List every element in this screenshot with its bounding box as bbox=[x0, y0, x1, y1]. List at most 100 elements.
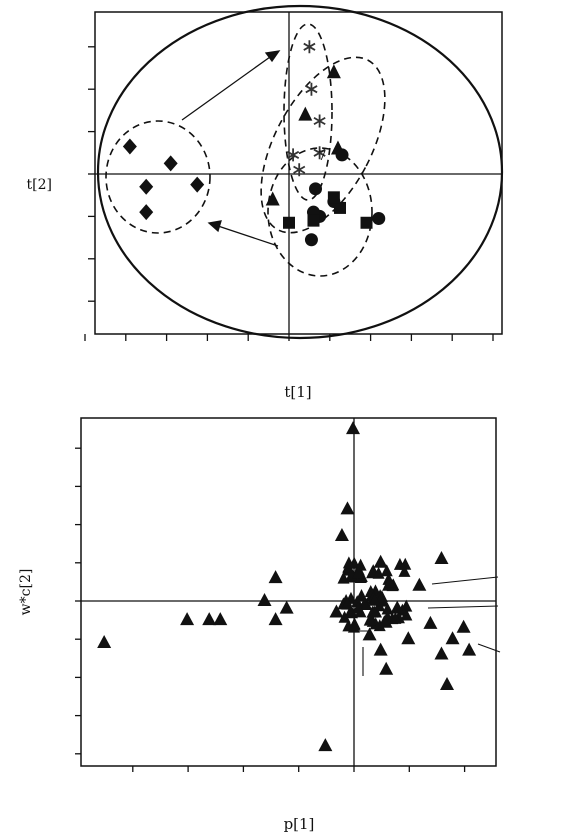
score-point-circle bbox=[335, 148, 349, 162]
loading-point-marker bbox=[373, 642, 388, 656]
loading-point-marker bbox=[318, 738, 333, 752]
loading-point-marker bbox=[97, 635, 112, 649]
loading-cluster-triangle bbox=[341, 597, 354, 610]
loading-point-marker bbox=[329, 604, 344, 618]
score-point-square bbox=[360, 216, 373, 229]
score-annotation: 7 bbox=[318, 149, 326, 164]
loading-x-axis-label: p[1] bbox=[284, 815, 315, 833]
group-circle-diamonds bbox=[105, 120, 211, 234]
score-y-ticks bbox=[88, 46, 95, 302]
loading-point-marker bbox=[462, 642, 477, 656]
score-point-asterisk bbox=[313, 146, 326, 160]
loading-cluster-triangle bbox=[378, 615, 391, 628]
arrow-up bbox=[181, 56, 271, 121]
leader-taurine bbox=[427, 605, 499, 609]
loading-cluster-triangle bbox=[398, 564, 411, 577]
arrow-left bbox=[217, 225, 279, 247]
score-point-circle bbox=[309, 182, 323, 196]
loading-point-marker bbox=[456, 619, 471, 633]
loading-cluster-triangle bbox=[338, 610, 351, 623]
loading-cluster-triangle bbox=[383, 575, 396, 588]
score-plot: 7 t[1] t[2] bbox=[27, 4, 504, 401]
loading-cluster-triangle bbox=[375, 590, 388, 603]
group-arrows bbox=[181, 50, 281, 247]
score-point-triangle bbox=[265, 191, 280, 206]
hotelling-ellipse bbox=[96, 4, 504, 340]
loading-cluster-triangle bbox=[368, 605, 381, 618]
loading-cluster-triangle bbox=[352, 566, 365, 579]
loading-cluster-triangle bbox=[372, 566, 385, 579]
score-point-square bbox=[307, 214, 320, 227]
score-point-triangle bbox=[326, 64, 341, 79]
loading-cluster-triangle bbox=[352, 601, 365, 614]
loading-point-marker bbox=[445, 631, 460, 645]
loading-cluster-triangle bbox=[345, 606, 358, 619]
loading-cluster-triangle bbox=[369, 617, 382, 630]
loading-y-axis-label: w*c[2] bbox=[18, 569, 34, 616]
loading-point-marker bbox=[213, 612, 228, 626]
loading-point-marker bbox=[340, 501, 355, 515]
score-point-triangle bbox=[298, 106, 313, 121]
loading-cluster-triangle bbox=[389, 611, 402, 624]
score-point-asterisk bbox=[305, 82, 318, 96]
loading-point-marker bbox=[346, 421, 360, 435]
label-leader-lines bbox=[351, 576, 501, 676]
loading-cluster-triangle bbox=[342, 556, 355, 569]
group-circle-triangles bbox=[260, 56, 386, 234]
score-point-asterisk bbox=[293, 163, 306, 177]
group-circle-squares-circles bbox=[267, 147, 373, 277]
loading-point-marker bbox=[334, 528, 349, 542]
score-point-diamond bbox=[122, 138, 137, 155]
loading-points bbox=[97, 421, 477, 752]
score-point-diamond bbox=[190, 176, 205, 193]
loading-point-marker bbox=[412, 577, 427, 591]
score-point-circle bbox=[304, 233, 318, 247]
loading-cluster-triangle bbox=[347, 620, 360, 633]
score-point-asterisk bbox=[303, 40, 316, 54]
arrow-left-head bbox=[207, 220, 222, 233]
loading-cluster-triangle bbox=[368, 593, 381, 606]
loading-point-marker bbox=[390, 600, 405, 614]
leader-glycine bbox=[431, 576, 499, 585]
loading-dense-cluster bbox=[337, 556, 413, 633]
loading-point-marker bbox=[257, 593, 272, 606]
loading-cluster-triangle bbox=[337, 571, 350, 584]
loading-point-marker bbox=[379, 661, 394, 675]
loading-point-marker bbox=[401, 631, 416, 645]
score-point-asterisk bbox=[313, 114, 326, 128]
loading-point-marker bbox=[268, 612, 283, 626]
leader-choline bbox=[477, 643, 501, 653]
loading-point-marker bbox=[423, 615, 438, 629]
group-circle-asterisks bbox=[283, 23, 333, 201]
score-point-square bbox=[334, 201, 346, 214]
arrow-up-head bbox=[264, 50, 281, 63]
loading-cluster-triangle bbox=[355, 589, 368, 602]
loading-point-marker bbox=[268, 570, 283, 584]
score-point-diamond bbox=[139, 204, 154, 221]
score-point-square bbox=[283, 216, 295, 229]
score-x-ticks bbox=[84, 334, 494, 341]
score-points bbox=[122, 40, 386, 247]
loading-point-marker bbox=[434, 646, 449, 660]
loading-plot: p[1] w*c[2] bbox=[18, 417, 501, 833]
score-point-circle bbox=[372, 212, 386, 226]
loading-point-marker bbox=[434, 550, 449, 564]
loading-point-marker bbox=[440, 677, 455, 691]
loading-plot-frame bbox=[80, 417, 497, 767]
loading-cluster-triangle bbox=[363, 613, 376, 626]
loading-cluster-triangle bbox=[393, 557, 406, 570]
loading-cluster-triangle bbox=[354, 558, 367, 571]
score-y-axis-label: t[2] bbox=[27, 177, 52, 193]
score-x-axis-label: t[1] bbox=[284, 383, 311, 401]
loading-x-ticks bbox=[132, 766, 466, 772]
loading-cluster-triangle bbox=[380, 564, 393, 577]
loading-point-marker bbox=[202, 612, 217, 626]
score-point-diamond bbox=[163, 155, 178, 172]
loading-point-marker bbox=[279, 600, 294, 614]
loading-cluster-triangle bbox=[381, 602, 394, 615]
score-point-diamond bbox=[139, 178, 154, 195]
loading-point-marker bbox=[180, 612, 195, 626]
group-circles bbox=[105, 23, 386, 277]
score-point-asterisk bbox=[287, 148, 300, 162]
